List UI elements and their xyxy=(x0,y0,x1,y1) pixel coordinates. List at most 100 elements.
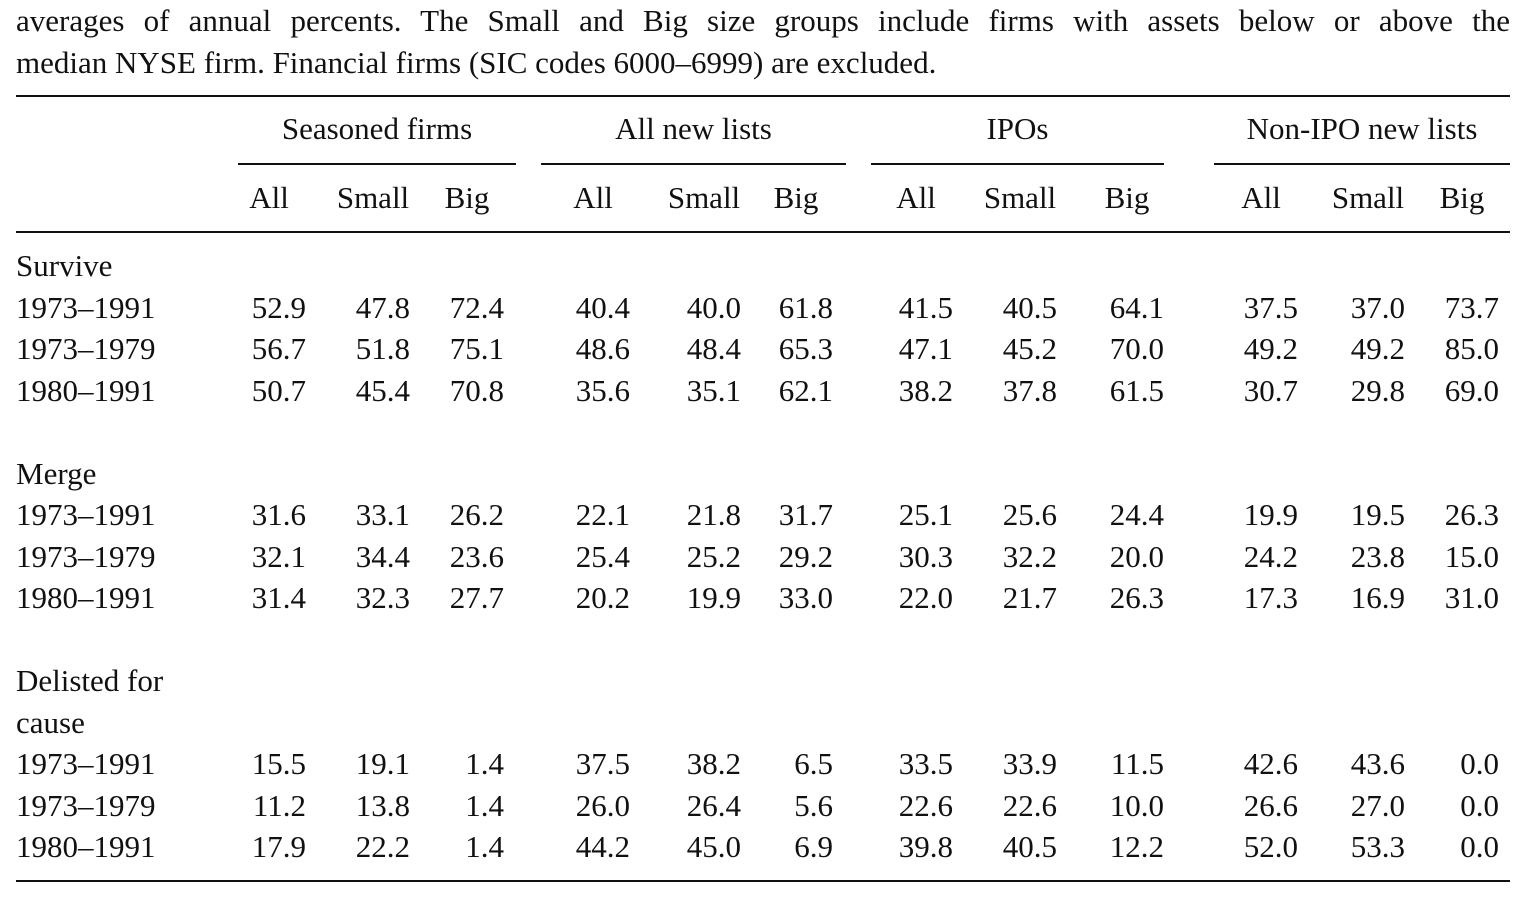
column-header: Big xyxy=(773,180,819,215)
section-label: Survive xyxy=(16,248,113,283)
table-cell: 40.5 xyxy=(1002,829,1057,864)
table-cell: 1.4 xyxy=(465,746,504,781)
table-cell: 26.4 xyxy=(686,787,741,823)
table-cell: 19.9 xyxy=(686,580,741,615)
table-cell: 70.0 xyxy=(1109,331,1164,366)
row-period: 1973–1979 xyxy=(16,787,156,823)
table-cell: 23.6 xyxy=(449,538,504,574)
table-cell: 6.9 xyxy=(794,829,833,864)
table-cell: 40.4 xyxy=(575,289,630,325)
column-header: Small xyxy=(336,180,410,215)
table-cell: 16.9 xyxy=(1350,580,1405,615)
table-cell: 38.2 xyxy=(898,372,953,408)
table-cell: 20.0 xyxy=(1109,538,1164,574)
table-cell: 35.1 xyxy=(686,372,741,408)
table-cell: 45.4 xyxy=(355,372,410,408)
table-cell: 44.2 xyxy=(575,829,630,864)
group-header: Seasoned firms xyxy=(281,111,473,146)
table-cell: 53.3 xyxy=(1350,829,1405,864)
table-cell: 32.2 xyxy=(1002,538,1057,574)
table-cell: 31.7 xyxy=(778,497,833,532)
table-cell: 52.9 xyxy=(251,289,306,325)
group-header: All new lists xyxy=(615,111,772,146)
row-period: 1973–1991 xyxy=(16,289,156,325)
table-cell: 52.0 xyxy=(1243,829,1298,864)
table-cell: 32.3 xyxy=(355,580,410,615)
table-cell: 33.1 xyxy=(355,497,410,532)
table-cell: 50.7 xyxy=(251,372,306,408)
row-period: 1973–1979 xyxy=(16,331,156,366)
table-cell: 1.4 xyxy=(465,787,504,823)
group-header-rule xyxy=(871,163,1164,165)
table-cell: 31.4 xyxy=(251,580,306,615)
table-cell: 32.1 xyxy=(251,538,306,574)
table-cell: 22.1 xyxy=(575,497,630,532)
table-cell: 20.2 xyxy=(575,580,630,615)
table-cell: 47.1 xyxy=(898,331,953,366)
table-cell: 0.0 xyxy=(1460,787,1499,823)
table-cell: 69.0 xyxy=(1444,372,1499,408)
table-caption: averages of annual percents. The Small a… xyxy=(16,0,1510,84)
column-header: Big xyxy=(444,180,490,215)
table-cell: 70.8 xyxy=(449,372,504,408)
table-cell: 62.1 xyxy=(778,372,833,408)
table-cell: 73.7 xyxy=(1444,289,1499,325)
table-cell: 21.8 xyxy=(686,497,741,532)
section-label: Delisted for xyxy=(16,663,164,698)
table-cell: 22.6 xyxy=(1002,787,1057,823)
group-header-rule xyxy=(541,163,846,165)
table-cell: 19.5 xyxy=(1350,497,1405,532)
table-cell: 42.6 xyxy=(1243,746,1298,781)
table-cell: 27.7 xyxy=(449,580,504,615)
table-cell: 25.2 xyxy=(686,538,741,574)
table-cell: 75.1 xyxy=(449,331,504,366)
row-period: 1973–1979 xyxy=(16,538,156,574)
table-cell: 37.8 xyxy=(1002,372,1057,408)
column-header: Small xyxy=(983,180,1057,215)
column-header: All xyxy=(573,180,613,215)
table-cell: 35.6 xyxy=(575,372,630,408)
table-cell: 26.3 xyxy=(1109,580,1164,615)
table-cell: 25.1 xyxy=(898,497,953,532)
table-cell: 37.5 xyxy=(1243,289,1298,325)
table-top-rule xyxy=(16,95,1510,97)
row-period: 1980–1991 xyxy=(16,372,156,408)
table-cell: 34.4 xyxy=(355,538,410,574)
column-header: All xyxy=(896,180,936,215)
table-cell: 5.6 xyxy=(794,787,833,823)
table-cell: 0.0 xyxy=(1460,746,1499,781)
section-label: Merge xyxy=(16,455,97,491)
column-header: Small xyxy=(667,180,741,215)
table-cell: 37.5 xyxy=(575,746,630,781)
caption-line-1: averages of annual percents. The Small a… xyxy=(16,3,1510,38)
table-cell: 17.9 xyxy=(251,829,306,864)
table-cell: 15.0 xyxy=(1444,538,1499,574)
table-header-rule xyxy=(16,231,1510,233)
table-cell: 38.2 xyxy=(686,746,741,781)
table-cell: 26.3 xyxy=(1444,497,1499,532)
table-cell: 11.5 xyxy=(1110,746,1164,781)
table-cell: 22.0 xyxy=(898,580,953,615)
table-cell: 10.0 xyxy=(1109,787,1164,823)
table-cell: 64.1 xyxy=(1109,289,1164,325)
table-cell: 19.1 xyxy=(355,746,410,781)
table-cell: 29.8 xyxy=(1350,372,1405,408)
column-header: All xyxy=(249,180,289,215)
row-period: 1980–1991 xyxy=(16,829,156,864)
table-cell: 21.7 xyxy=(1002,580,1057,615)
table-cell: 23.8 xyxy=(1350,538,1405,574)
table-cell: 12.2 xyxy=(1109,829,1164,864)
section-label: cause xyxy=(16,704,85,740)
table-cell: 43.6 xyxy=(1350,746,1405,781)
group-header: IPOs xyxy=(986,111,1049,146)
table-cell: 1.4 xyxy=(465,829,504,864)
table-cell: 61.5 xyxy=(1109,372,1164,408)
table-cell: 17.3 xyxy=(1243,580,1298,615)
table-cell: 56.7 xyxy=(251,331,306,366)
table-cell: 25.6 xyxy=(1002,497,1057,532)
row-period: 1980–1991 xyxy=(16,580,156,615)
table-cell: 51.8 xyxy=(355,331,410,366)
table-cell: 30.3 xyxy=(898,538,953,574)
table-cell: 27.0 xyxy=(1350,787,1405,823)
table-cell: 25.4 xyxy=(575,538,630,574)
